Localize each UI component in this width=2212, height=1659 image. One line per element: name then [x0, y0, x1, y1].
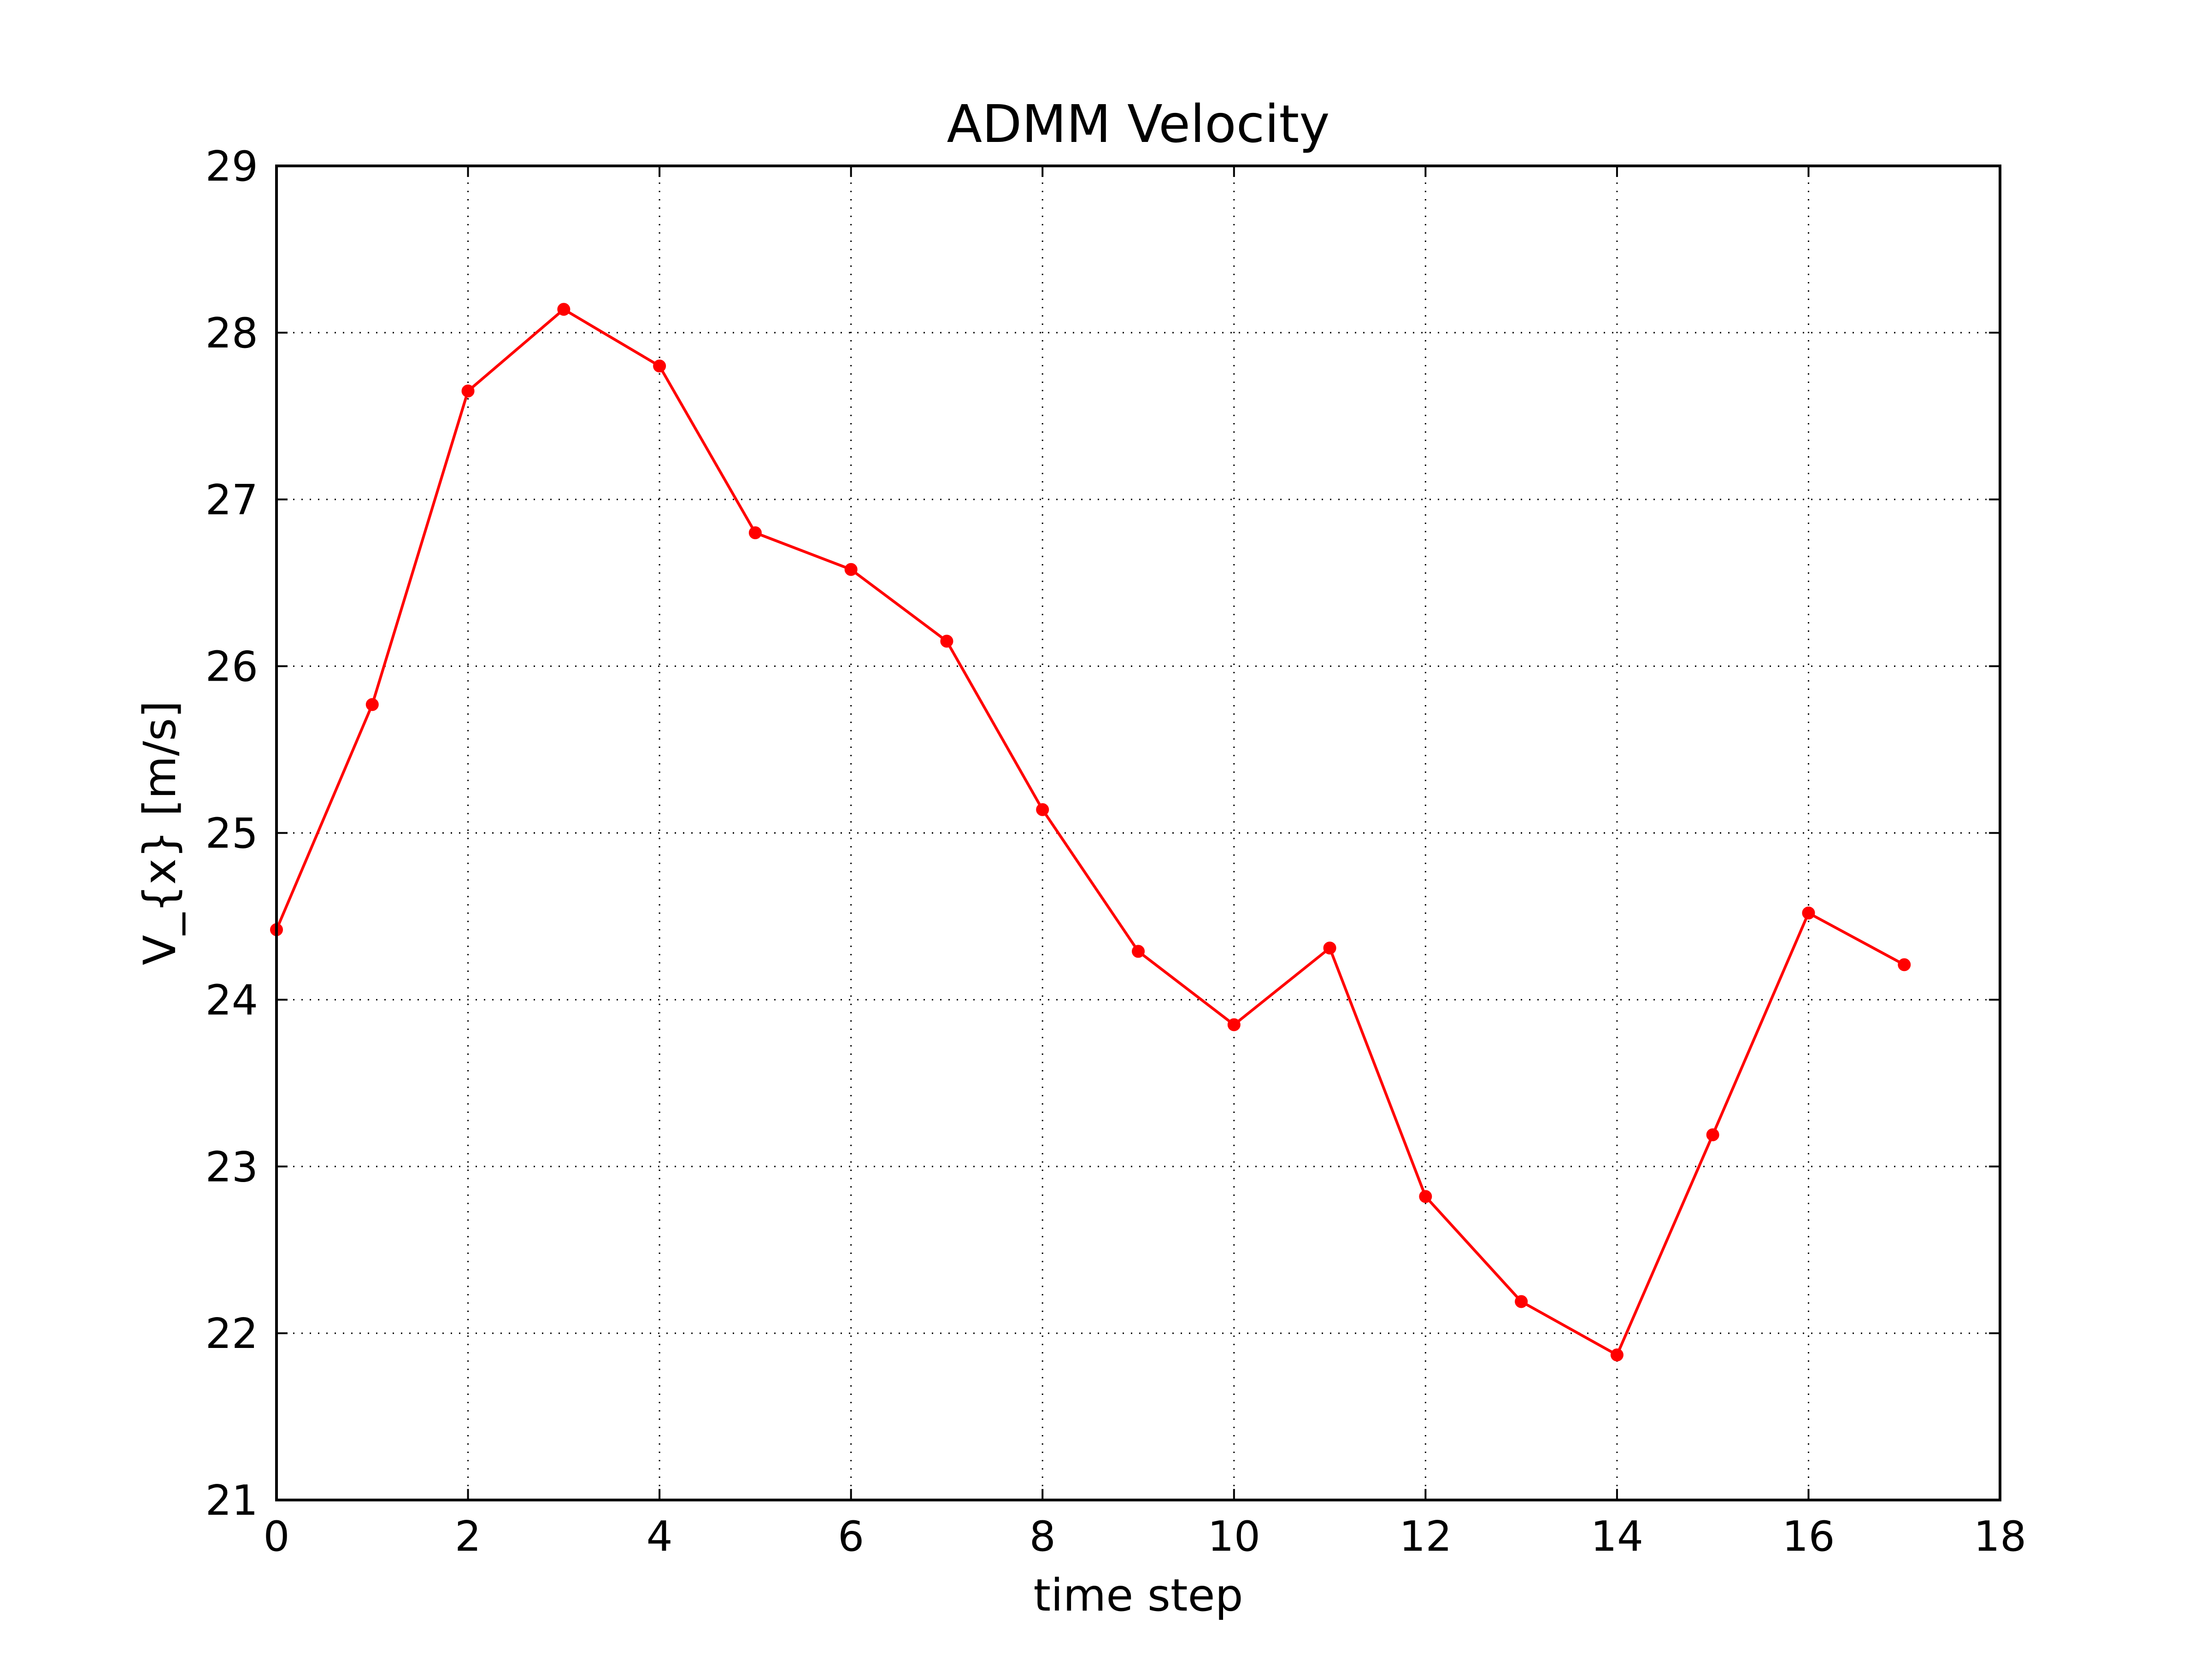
data-point [1036, 803, 1049, 816]
grid-lines [276, 166, 2000, 1500]
x-tick-label: 18 [1974, 1512, 2027, 1561]
y-tick-label: 22 [205, 1310, 258, 1358]
y-tick-label: 26 [205, 643, 258, 691]
chart-title: ADMM Velocity [947, 94, 1330, 154]
data-point [1610, 1348, 1624, 1362]
data-point [1515, 1295, 1528, 1308]
x-tick-label: 14 [1591, 1512, 1644, 1561]
series-layer [270, 303, 1911, 1362]
y-tick-label: 23 [205, 1143, 258, 1191]
data-point [1132, 945, 1145, 958]
x-tick-label: 4 [646, 1512, 672, 1561]
data-point [748, 526, 762, 540]
x-tick-label: 8 [1030, 1512, 1056, 1561]
y-tick-label: 28 [205, 309, 258, 358]
data-point [1227, 1018, 1241, 1031]
data-point [653, 359, 666, 373]
y-tick-label: 27 [205, 476, 258, 524]
tick-marks [276, 165, 2001, 1501]
y-tick-label: 29 [205, 142, 258, 191]
y-tick-label: 25 [205, 810, 258, 858]
x-tick-label: 6 [838, 1512, 864, 1561]
data-point [844, 563, 858, 576]
data-point [1323, 941, 1336, 955]
y-axis-label: V_{x} [m/s] [134, 701, 186, 965]
x-axis-label: time step [1033, 1570, 1243, 1621]
y-tick-label: 21 [205, 1477, 258, 1525]
x-tick-label: 2 [455, 1512, 481, 1561]
data-point [461, 384, 475, 398]
x-tick-label: 16 [1782, 1512, 1835, 1561]
data-point [1898, 958, 1911, 971]
x-tick-label: 0 [263, 1512, 289, 1561]
data-point [940, 635, 953, 648]
x-tick-label: 12 [1399, 1512, 1452, 1561]
data-point [557, 303, 571, 316]
data-point [1419, 1190, 1432, 1203]
y-tick-label: 24 [205, 976, 258, 1024]
series-line [275, 308, 1905, 1357]
x-tick-label: 10 [1208, 1512, 1261, 1561]
data-point [1802, 906, 1815, 920]
data-point [365, 698, 379, 711]
data-point [1706, 1128, 1719, 1141]
